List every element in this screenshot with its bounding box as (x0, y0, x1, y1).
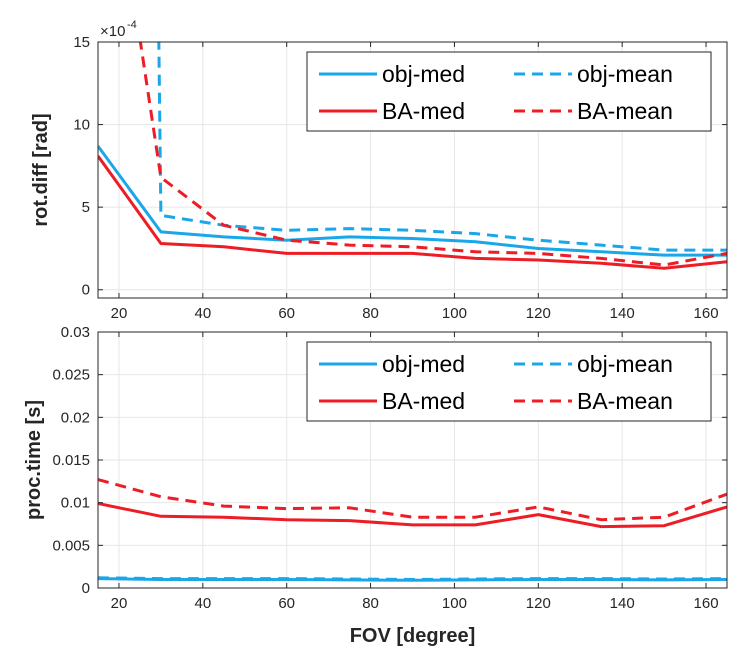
series-lines (98, 478, 727, 582)
series-line-obj-mean (157, 42, 727, 252)
legend-label-obj-mean: obj-mean (577, 61, 673, 87)
y-tick-label: 0.005 (52, 537, 90, 554)
series-line-ba-mean (98, 478, 727, 522)
y-tick-label: 0.02 (61, 409, 90, 426)
legend: obj-med obj-mean BA-med BA-mean (306, 341, 712, 422)
y-tick-label: 0.03 (61, 324, 90, 341)
x-tick-label: 20 (111, 595, 128, 612)
x-axis-label: FOV [degree] (350, 625, 476, 647)
y-tick-label: 0 (82, 282, 90, 299)
axes-box (97, 41, 728, 299)
y-tick-label: 0.025 (52, 367, 90, 384)
y-tick-label: 15 (73, 34, 90, 51)
x-tick-label: 80 (362, 595, 379, 612)
legend-label-ba-mean: BA-mean (577, 98, 673, 124)
x-tick-label: 100 (442, 595, 467, 612)
legend-label-ba-mean: BA-mean (577, 388, 673, 414)
legend: obj-med obj-mean BA-med BA-mean (306, 51, 712, 132)
y-axis-label: proc.time [s] (23, 400, 45, 520)
y-exponent-base: ×10 (100, 23, 125, 40)
x-tick-label: 40 (194, 305, 211, 322)
tick-labels: 20 40 60 80 100 120 140 160 0 0.005 0.01 0.015 0.02 0… (52, 324, 727, 612)
legend-box (306, 341, 712, 422)
x-tick-label: 40 (194, 595, 211, 612)
x-tick-label: 120 (526, 305, 551, 322)
x-tick-label: 140 (610, 595, 635, 612)
x-tick-label: 140 (610, 305, 635, 322)
legend-label-ba-med: BA-med (382, 98, 465, 124)
y-tick-label: 0.015 (52, 452, 90, 469)
y-tick-label: 5 (82, 199, 90, 216)
tick-labels: 20 40 60 80 100 120 140 160 0 5 10 15 (73, 34, 727, 322)
y-tick-label: 0.01 (61, 495, 90, 512)
series-line-ba-med (98, 155, 727, 270)
x-tick-label: 20 (111, 305, 128, 322)
x-tick-label: 100 (442, 305, 467, 322)
legend-label-obj-med: obj-med (382, 61, 465, 87)
rotation-diff-plot: 20 40 60 80 100 120 140 160 0 5 10 15 ×10 -4 rot.di… (30, 19, 728, 322)
y-tick-label: 0 (82, 580, 90, 597)
series-line-ba-med (98, 502, 727, 529)
y-exponent-power: -4 (127, 19, 137, 31)
x-tick-label: 60 (278, 305, 295, 322)
series-line-obj-mean (98, 576, 727, 581)
series-line-ba-mean (138, 42, 727, 267)
legend-label-obj-med: obj-med (382, 351, 465, 377)
y-axis-label: rot.diff [rad] (30, 113, 52, 226)
legend-label-ba-med: BA-med (382, 388, 465, 414)
x-tick-label: 160 (694, 595, 719, 612)
x-tick-label: 120 (526, 595, 551, 612)
legend-label-obj-mean: obj-mean (577, 351, 673, 377)
series-lines (98, 42, 727, 270)
legend-box (306, 51, 712, 132)
processing-time-plot: 20 40 60 80 100 120 140 160 0 0.005 0.01 0.015 0.02 0… (23, 324, 728, 647)
y-tick-label: 10 (73, 117, 90, 134)
x-tick-label: 160 (694, 305, 719, 322)
x-tick-label: 60 (278, 595, 295, 612)
x-tick-label: 80 (362, 305, 379, 322)
series-line-obj-med (98, 145, 727, 257)
